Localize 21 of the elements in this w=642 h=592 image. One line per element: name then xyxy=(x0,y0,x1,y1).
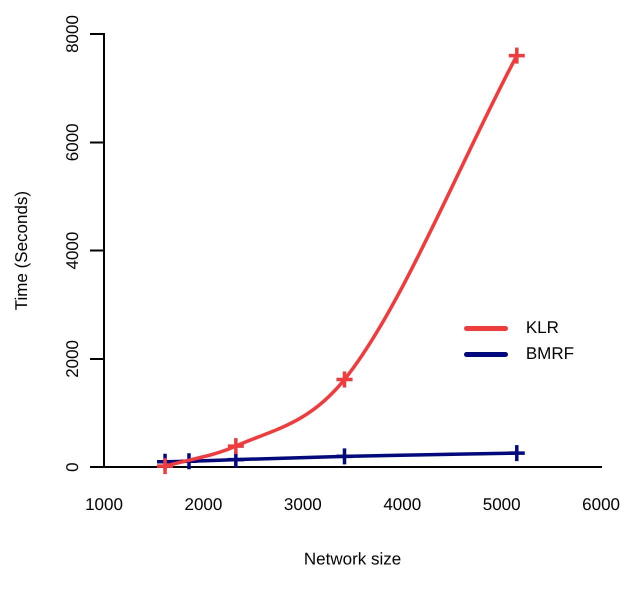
x-tick-label: 1000 xyxy=(85,495,123,514)
x-tick-label: 2000 xyxy=(184,495,222,514)
legend-label: BMRF xyxy=(526,344,574,364)
legend-label: KLR xyxy=(526,318,559,338)
x-tick-label: 3000 xyxy=(284,495,322,514)
point xyxy=(226,436,246,456)
point xyxy=(334,370,354,390)
y-axis-title: Time (Seconds) xyxy=(12,190,31,310)
y-tick-label: 6000 xyxy=(63,123,82,162)
point xyxy=(507,46,527,66)
point xyxy=(507,443,527,463)
y-tick-label: 4000 xyxy=(63,232,82,270)
x-tick-label: 5000 xyxy=(482,495,521,514)
x-tick-label: 4000 xyxy=(383,495,422,514)
x-axis-title: Network size xyxy=(304,549,402,568)
point xyxy=(155,456,175,476)
y-tick-label: 8000 xyxy=(63,15,82,53)
point xyxy=(334,446,354,466)
y-tick-label: 2000 xyxy=(63,340,82,378)
y-tick-label: 0 xyxy=(63,462,82,472)
x-tick-label: 6000 xyxy=(582,495,620,514)
